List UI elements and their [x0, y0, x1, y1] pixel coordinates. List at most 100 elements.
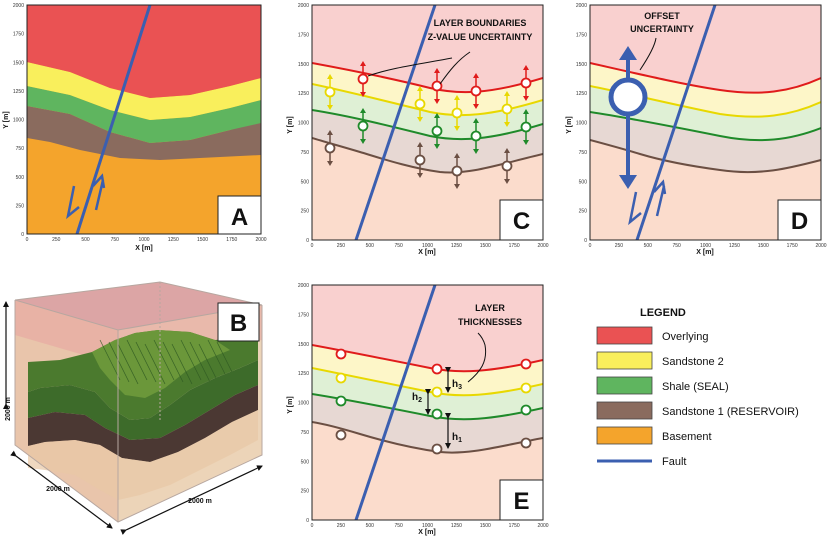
annotation-c-line2: Z-VALUE UNCERTAINTY — [428, 32, 533, 42]
block-top-face — [15, 282, 262, 330]
overlying-zone — [312, 5, 543, 93]
panel-c: LAYER BOUNDARIES Z-VALUE UNCERTAINTY C 0… — [287, 3, 549, 256]
y-tick-label: 1500 — [13, 60, 24, 66]
y-tick-label: 750 — [579, 150, 588, 156]
x-tick-label: 1000 — [138, 237, 149, 243]
y-tick-label: 1000 — [298, 121, 309, 127]
fault-line — [354, 285, 437, 520]
x-tick-label: 1750 — [787, 243, 798, 249]
y-tick-label: 0 — [306, 238, 309, 244]
x-tick-label: 2000 — [537, 523, 548, 529]
y-tick-label: 1500 — [298, 342, 309, 348]
y-tick-label: 1250 — [298, 91, 309, 97]
x-axis-label-d: X [m] — [696, 249, 714, 256]
axis-ticks-c: 00 250 250 500 500 750 750 1000 1000 1250 1250 1500… — [298, 3, 549, 249]
x-tick-label: 1500 — [480, 243, 491, 249]
y-tick-label: 1000 — [298, 401, 309, 407]
y-tick-label: 1250 — [298, 371, 309, 377]
y-tick-label: 500 — [579, 179, 588, 185]
panel-e: h3 h2 h1 LAYER THICKNESSES E 00 250 250 500… — [287, 283, 549, 536]
axis-ticks-d: 00 250 250 500 500 750 750 1000 1000 1250 1250 1500… — [576, 3, 827, 249]
annotation-d-line2: UNCERTAINTY — [630, 24, 694, 34]
y-tick-label: 1500 — [576, 62, 587, 68]
legend: LEGEND Overlying Sandstone 2 Shale (SEAL) S… — [596, 307, 799, 468]
sandstone2-zone — [312, 63, 543, 116]
x-tick-label: 1500 — [758, 243, 769, 249]
boundary-marker — [501, 160, 513, 172]
annotation-e-line1: LAYER — [475, 303, 505, 313]
dim-label-left: 2000 m — [46, 486, 70, 493]
y-tick-label: 0 — [584, 238, 587, 244]
sandstone2-layer — [27, 62, 261, 120]
y-tick-label: 2000 — [576, 3, 587, 9]
panel-b: 2000 m 2000 m 2000 m B — [2, 281, 263, 535]
x-tick-label: 750 — [394, 243, 403, 249]
panel-a-layers — [27, 5, 261, 234]
dim-arrow-right — [120, 465, 263, 535]
y-tick-label: 1750 — [13, 32, 24, 38]
boundary-marker — [414, 154, 426, 166]
boundary-marker — [414, 98, 426, 110]
y-tick-label: 1250 — [576, 91, 587, 97]
x-tick-label: 250 — [337, 523, 346, 529]
x-tick-label: 1250 — [451, 523, 462, 529]
y-tick-label: 500 — [16, 175, 25, 181]
boundary-marker — [335, 429, 347, 441]
y-axis-label-e: Y [m] — [287, 396, 294, 413]
boundary-marker — [324, 86, 336, 98]
label-h3: h3 — [452, 379, 462, 391]
fault-line — [354, 5, 437, 240]
x-tick-label: 250 — [337, 243, 346, 249]
legend-swatch — [596, 351, 653, 370]
y-tick-label: 2000 — [298, 283, 309, 289]
boundary-marker — [324, 142, 336, 154]
y-tick-label: 750 — [301, 150, 310, 156]
y-tick-label: 1000 — [576, 121, 587, 127]
fault-line — [635, 5, 717, 240]
x-tick-label: 500 — [81, 237, 90, 243]
y-tick-label: 250 — [301, 489, 310, 495]
x-tick-label: 500 — [366, 523, 375, 529]
label-h1: h1 — [452, 432, 462, 444]
dim-label-vertical: 2000 m — [5, 397, 12, 421]
x-tick-label: 1750 — [226, 237, 237, 243]
x-tick-label: 750 — [394, 523, 403, 529]
x-tick-label: 1000 — [700, 243, 711, 249]
legend-label: Shale (SEAL) — [662, 381, 729, 393]
boundary-marker — [520, 404, 532, 416]
y-tick-label: 1750 — [576, 32, 587, 38]
boundary-marker — [431, 443, 443, 455]
x-tick-label: 0 — [26, 237, 29, 243]
panel-d: OFFSET UNCERTAINTY D 00 250 250 500 500 750 75… — [566, 3, 827, 256]
dim-arrow-left — [10, 450, 113, 529]
boundary-marker — [501, 103, 513, 115]
overlying-layer — [27, 5, 261, 98]
block-reservoir-surface — [28, 385, 258, 462]
x-axis-label-c: X [m] — [418, 249, 436, 256]
boundary-marker — [335, 372, 347, 384]
x-tick-label: 1250 — [729, 243, 740, 249]
y-tick-label: 1750 — [298, 312, 309, 318]
boundary-marker — [357, 73, 369, 85]
panel-label-c: C — [513, 208, 530, 235]
boundary-marker — [520, 358, 532, 370]
y-tick-label: 250 — [579, 209, 588, 215]
x-tick-label: 1250 — [451, 243, 462, 249]
boundary-marker — [431, 386, 443, 398]
x-tick-label: 750 — [111, 237, 120, 243]
legend-swatch — [596, 401, 653, 420]
x-tick-label: 1750 — [509, 523, 520, 529]
annotation-e-line2: THICKNESSES — [458, 317, 522, 327]
fault-line — [75, 5, 152, 234]
axis-ticks-e: 00 250 250 500 500 750 750 1000 1000 1250 1250 1500… — [298, 283, 549, 529]
x-axis-label-a: X [m] — [135, 245, 153, 252]
x-tick-label: 1750 — [509, 243, 520, 249]
x-tick-label: 1000 — [422, 523, 433, 529]
shale-layer — [27, 86, 261, 143]
y-axis-label-a: Y [m] — [3, 111, 10, 128]
legend-fault-label: Fault — [662, 456, 686, 468]
x-tick-label: 0 — [311, 523, 314, 529]
boundary-marker — [451, 107, 463, 119]
x-tick-label: 250 — [615, 243, 624, 249]
x-tick-label: 750 — [672, 243, 681, 249]
